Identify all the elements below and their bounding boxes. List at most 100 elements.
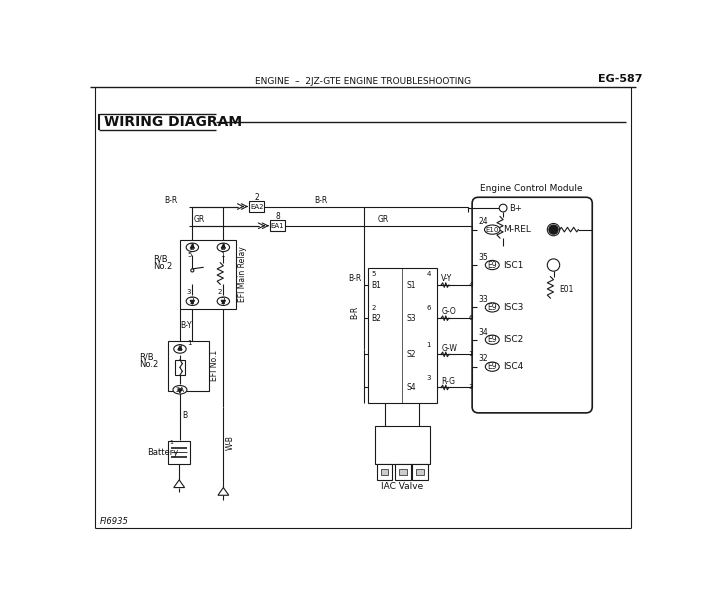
Text: 35: 35 bbox=[479, 253, 488, 262]
Text: 3: 3 bbox=[426, 375, 431, 381]
Text: 2: 2 bbox=[178, 344, 183, 353]
Text: 5: 5 bbox=[188, 252, 192, 258]
Text: 6: 6 bbox=[468, 315, 473, 321]
Polygon shape bbox=[178, 346, 182, 350]
Text: Battery: Battery bbox=[147, 448, 178, 457]
Text: No.2: No.2 bbox=[139, 360, 158, 369]
Text: 1: 1 bbox=[220, 252, 224, 258]
Text: EG-587: EG-587 bbox=[598, 75, 643, 84]
Bar bbox=[180, 240, 236, 309]
Ellipse shape bbox=[173, 386, 187, 394]
Circle shape bbox=[190, 269, 194, 272]
Text: G-O: G-O bbox=[441, 307, 456, 316]
Polygon shape bbox=[190, 300, 195, 304]
Circle shape bbox=[549, 225, 558, 234]
Bar bbox=[377, 465, 392, 480]
Circle shape bbox=[499, 204, 507, 212]
Text: WIRING DIAGRAM: WIRING DIAGRAM bbox=[104, 115, 242, 129]
Text: 1: 1 bbox=[169, 440, 173, 446]
Bar bbox=[249, 201, 264, 212]
Text: 2: 2 bbox=[221, 243, 226, 252]
Text: B: B bbox=[182, 411, 188, 420]
Bar bbox=[270, 221, 285, 231]
Circle shape bbox=[547, 224, 560, 236]
Text: 1: 1 bbox=[468, 352, 473, 358]
Text: B-R: B-R bbox=[350, 306, 359, 319]
Text: S1: S1 bbox=[406, 280, 416, 289]
Text: EA2: EA2 bbox=[250, 203, 263, 209]
Text: V-Y: V-Y bbox=[441, 274, 452, 283]
Text: S3: S3 bbox=[406, 314, 416, 323]
Text: 34: 34 bbox=[479, 328, 488, 337]
Text: B2: B2 bbox=[372, 314, 381, 323]
Text: 3: 3 bbox=[468, 385, 473, 390]
Text: 2: 2 bbox=[254, 193, 259, 202]
Ellipse shape bbox=[217, 243, 229, 252]
Bar bbox=[399, 469, 407, 475]
Polygon shape bbox=[178, 389, 182, 393]
Text: R/B: R/B bbox=[139, 352, 154, 361]
Text: 8: 8 bbox=[275, 212, 280, 221]
Text: E9: E9 bbox=[488, 335, 497, 344]
Text: E9: E9 bbox=[488, 261, 497, 270]
Text: ISC2: ISC2 bbox=[503, 335, 523, 344]
Text: 1: 1 bbox=[426, 342, 431, 348]
Text: 5: 5 bbox=[372, 271, 376, 277]
Text: S4: S4 bbox=[406, 383, 416, 392]
Bar bbox=[381, 469, 389, 475]
Text: R/B: R/B bbox=[153, 254, 168, 263]
Text: B-R: B-R bbox=[348, 274, 361, 283]
Ellipse shape bbox=[485, 260, 499, 270]
Ellipse shape bbox=[173, 344, 186, 353]
Text: W-B: W-B bbox=[226, 435, 234, 450]
Text: B-R: B-R bbox=[164, 196, 178, 205]
Text: 4: 4 bbox=[468, 282, 473, 288]
Text: B-R: B-R bbox=[314, 196, 328, 205]
Text: GR: GR bbox=[377, 215, 389, 224]
Polygon shape bbox=[190, 244, 195, 248]
Polygon shape bbox=[173, 480, 185, 487]
Bar bbox=[375, 426, 430, 465]
Bar bbox=[413, 465, 428, 480]
Text: GR: GR bbox=[193, 215, 205, 224]
Text: E9: E9 bbox=[488, 303, 497, 312]
Text: 2A: 2A bbox=[176, 387, 185, 393]
Ellipse shape bbox=[217, 297, 229, 306]
Text: ENGINE  –  2JZ-GTE ENGINE TROUBLESHOOTING: ENGINE – 2JZ-GTE ENGINE TROUBLESHOOTING bbox=[255, 77, 471, 86]
Text: FI6935: FI6935 bbox=[99, 517, 128, 526]
Ellipse shape bbox=[485, 362, 499, 371]
Text: 1: 1 bbox=[187, 340, 191, 346]
Text: B1: B1 bbox=[372, 280, 381, 289]
Text: 6: 6 bbox=[426, 305, 431, 311]
FancyBboxPatch shape bbox=[472, 197, 593, 413]
Text: 2: 2 bbox=[217, 289, 222, 295]
Polygon shape bbox=[221, 244, 226, 248]
Bar bbox=[169, 441, 190, 465]
Text: 2: 2 bbox=[372, 305, 376, 311]
Text: IAC Valve: IAC Valve bbox=[381, 481, 423, 490]
Ellipse shape bbox=[485, 303, 499, 312]
Text: 4: 4 bbox=[427, 271, 431, 277]
Text: 2: 2 bbox=[190, 243, 195, 252]
Text: E10: E10 bbox=[486, 227, 499, 233]
Text: Engine Control Module: Engine Control Module bbox=[481, 184, 583, 193]
Text: 24: 24 bbox=[479, 218, 488, 227]
Bar bbox=[395, 465, 411, 480]
Text: 3: 3 bbox=[186, 289, 190, 295]
Text: B-Y: B-Y bbox=[181, 321, 193, 329]
Text: M-REL: M-REL bbox=[503, 225, 531, 234]
Bar bbox=[176, 360, 185, 375]
Text: E01: E01 bbox=[559, 285, 573, 294]
Text: No.2: No.2 bbox=[153, 262, 172, 271]
Text: EFI Main Relay: EFI Main Relay bbox=[238, 246, 247, 302]
Text: ISC4: ISC4 bbox=[503, 362, 523, 371]
Ellipse shape bbox=[484, 225, 500, 234]
Text: 2: 2 bbox=[221, 297, 226, 306]
Text: 33: 33 bbox=[479, 295, 488, 304]
Text: 32: 32 bbox=[479, 355, 488, 364]
Bar bbox=[416, 469, 424, 475]
Text: B+: B+ bbox=[509, 203, 522, 212]
Text: 2: 2 bbox=[190, 297, 195, 306]
Text: R-G: R-G bbox=[441, 377, 455, 386]
Text: ISC3: ISC3 bbox=[503, 303, 523, 312]
